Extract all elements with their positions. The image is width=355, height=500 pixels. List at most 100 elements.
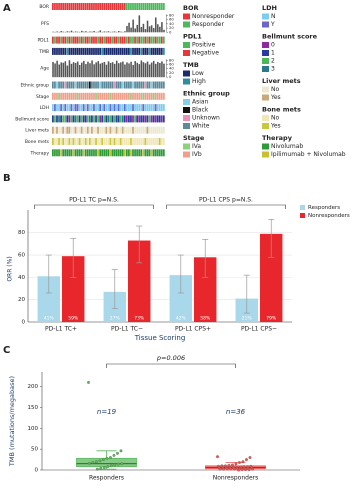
legend-swatch [183,143,190,150]
data-point [109,464,113,468]
legend-label: 1 [271,50,275,57]
tile [80,3,83,10]
tile [146,115,149,123]
tile [107,138,110,145]
tile [144,36,147,44]
tile [156,149,159,157]
track-bar [126,62,128,78]
tile [68,149,71,157]
tile [109,36,112,44]
tile [156,92,159,100]
tile [123,104,126,112]
tile [136,149,138,157]
tile [123,47,126,55]
tile [156,36,159,44]
tile [76,92,79,100]
legend-swatch [262,66,269,72]
track-label: TMB [38,49,49,55]
y-tick-label: 100 [28,426,39,432]
track-label: LDH [40,105,49,111]
tile [66,47,69,55]
track-bar [148,64,151,78]
tile [156,126,159,134]
tile [142,149,145,157]
tile [160,36,163,44]
tile [80,138,83,145]
track-bar [111,31,114,33]
track-bar [144,29,147,33]
tile [72,104,75,112]
tile [99,47,102,55]
tile [130,138,132,145]
tile [74,36,77,44]
legend-swatch [300,213,305,218]
track-bar [72,62,75,78]
tile [84,104,87,112]
y-axis-label: TMB (mutations/megabase) [8,376,16,467]
tile [121,149,124,157]
tile [95,92,97,100]
tile [123,126,126,134]
tile [119,47,122,55]
tile [148,115,151,123]
tile [64,92,67,100]
tile [72,149,75,157]
tile [60,92,62,100]
tile [91,3,93,10]
tile [82,3,85,10]
track-bar [146,20,149,33]
tile [125,47,128,55]
tile [60,138,62,145]
legend-swatch [183,99,190,105]
tile [84,36,87,44]
tile [138,115,141,123]
tile [72,126,75,134]
tile [93,81,95,89]
tile [148,126,151,134]
legend-swatch [262,86,269,93]
data-point [87,461,91,465]
tile [142,36,145,44]
tile [62,104,65,112]
tile [150,3,153,10]
tile [130,92,132,100]
tile [152,115,155,123]
tile [54,36,56,44]
tile [130,81,132,89]
tile [121,92,124,100]
track-bar [124,31,126,33]
legend-label: Y [270,21,275,28]
tile [138,149,141,157]
tile [76,149,79,157]
tile [74,138,77,145]
tile [119,104,122,112]
tile [132,36,134,44]
tile [148,47,151,55]
tile [158,104,161,112]
track-bar [68,31,71,33]
legend-label: No [271,86,279,93]
track-label: BOR [39,4,49,10]
tile [95,3,97,10]
tile [103,138,106,145]
track-bar [115,60,118,78]
tile [101,104,104,112]
tile [62,92,65,100]
value-label: 27% [110,316,121,322]
tile [140,3,143,10]
y-tick-label: 40 [18,275,25,281]
tile [123,149,126,157]
value-label: 73% [134,316,145,322]
tile [158,92,161,100]
track-label: Age [40,66,49,72]
tile [144,81,147,89]
tile [99,104,102,112]
tile [111,47,114,55]
track-label: Therapy [30,150,50,156]
p-value: p=0.006 [156,354,185,362]
tile [136,3,138,10]
track-label: Liver mets [25,128,49,134]
track-bar [93,64,95,78]
tile [125,104,128,112]
x-tick-label: PD-L1 TC− [111,326,143,333]
